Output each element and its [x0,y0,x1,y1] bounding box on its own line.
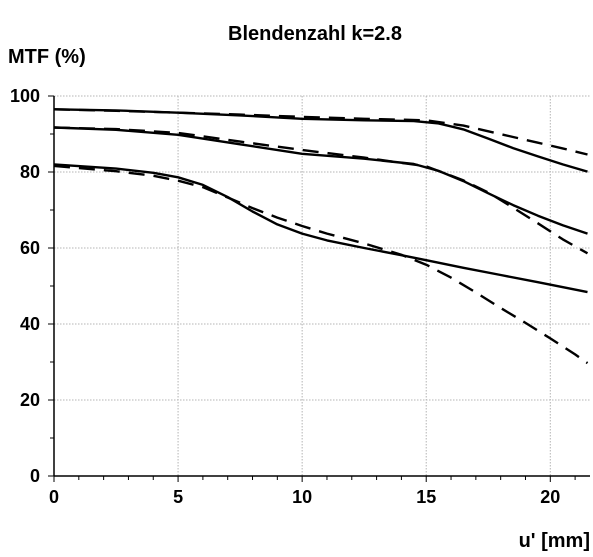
y-tick-label: 20 [20,390,40,410]
solid-series-line-3 [53,126,588,235]
x-tick-label: 10 [292,487,312,507]
y-axis-label: MTF (%) [8,46,86,68]
y-tick-label: 40 [20,314,40,334]
dashed-series-line-2 [53,108,588,156]
solid-series-line-5 [53,163,588,294]
x-axis-label: u' [mm] [519,530,590,552]
solid-series-line-1 [53,108,588,173]
tick-labels: 0 5 10 15 20 0 20 40 60 80 100 [10,86,560,507]
grid-lines [54,95,590,476]
x-tick-label: 0 [49,487,59,507]
y-tick-label: 100 [10,86,40,106]
chart-title: Blendenzahl k=2.8 [228,23,402,45]
axes [48,95,590,482]
dashed-series-line-6 [53,164,589,365]
dashed-series-line-4 [53,126,589,255]
x-tick-label: 20 [540,487,560,507]
series-lines [53,108,589,365]
y-tick-label: 80 [20,162,40,182]
x-tick-label: 15 [416,487,436,507]
x-tick-label: 5 [173,487,183,507]
y-tick-label: 0 [30,466,40,486]
y-tick-label: 60 [20,238,40,258]
